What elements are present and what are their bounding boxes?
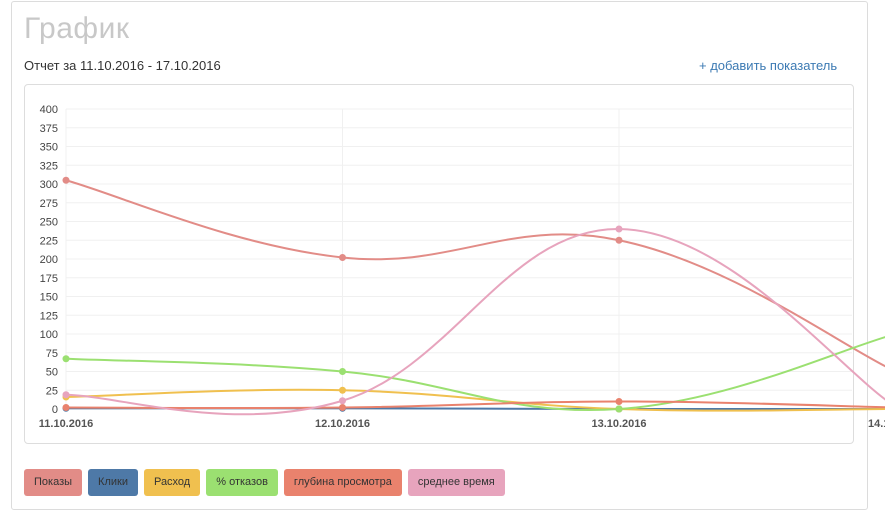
- y-tick-label: 275: [40, 198, 58, 210]
- chart-grid: [65, 108, 852, 410]
- y-tick-label: 400: [40, 104, 58, 116]
- legend-button-impressions[interactable]: Показы: [24, 469, 83, 496]
- y-tick-label: 325: [40, 160, 58, 172]
- x-tick-label: 12.10.2016: [315, 418, 370, 430]
- y-tick-label: 0: [52, 404, 58, 416]
- y-tick-label: 225: [40, 235, 58, 247]
- report-period: Отчет за 11.10.2016 - 17.10.2016: [24, 58, 221, 73]
- data-point: [615, 225, 623, 233]
- series-line: [65, 336, 885, 411]
- y-tick-label: 125: [40, 310, 58, 322]
- data-point: [339, 254, 346, 261]
- series-line: [65, 227, 885, 416]
- data-point: [62, 391, 70, 399]
- x-axis: 11.10.2016 12.10.2016 13.10.2016 14.10.2016: [39, 418, 885, 430]
- data-point: [615, 405, 623, 413]
- y-tick-label: 200: [40, 254, 58, 266]
- data-point: [62, 404, 70, 411]
- legend-button-spend[interactable]: Расход: [143, 469, 201, 496]
- add-metric-link[interactable]: + добавить показатель: [699, 58, 838, 73]
- legend-button-bounce-rate[interactable]: % отказов: [206, 469, 278, 496]
- data-point: [62, 355, 70, 363]
- x-tick-label: 11.10.2016: [39, 418, 93, 430]
- y-axis: 0 25 50 75 100 125 150 175 200 225 250 275 300 325 350…: [40, 104, 58, 416]
- series-line: [65, 388, 885, 412]
- y-tick-label: 75: [46, 348, 58, 360]
- chart-panel: [11, 1, 868, 510]
- chart-series: [65, 179, 885, 416]
- x-tick-label: 13.10.2016: [591, 418, 646, 430]
- y-tick-label: 25: [46, 385, 58, 397]
- y-tick-label: 175: [40, 273, 58, 285]
- y-tick-label: 350: [40, 142, 58, 154]
- y-tick-label: 50: [46, 367, 58, 379]
- y-tick-label: 250: [40, 217, 58, 229]
- data-point: [339, 404, 346, 411]
- y-tick-label: 150: [40, 292, 58, 304]
- legend: Показы Клики Расход % отказов глубина пр…: [24, 469, 505, 496]
- data-point: [62, 176, 70, 184]
- data-point: [339, 368, 346, 375]
- series-line: [65, 179, 885, 368]
- legend-button-view-depth[interactable]: глубина просмотра: [283, 469, 402, 496]
- chart-frame: [24, 84, 854, 444]
- chart-points: [62, 176, 623, 413]
- y-tick-label: 375: [40, 123, 58, 135]
- series-line: [65, 400, 885, 410]
- x-tick-label: 14.10.2016: [868, 418, 885, 430]
- y-tick-label: 300: [40, 179, 58, 191]
- data-point: [615, 398, 623, 405]
- y-tick-label: 100: [40, 329, 58, 341]
- data-point: [615, 236, 623, 244]
- page-title: График: [24, 12, 130, 45]
- data-point: [339, 397, 346, 405]
- legend-button-avg-time[interactable]: среднее время: [407, 469, 505, 496]
- legend-button-clicks[interactable]: Клики: [88, 469, 138, 496]
- data-point: [339, 386, 346, 394]
